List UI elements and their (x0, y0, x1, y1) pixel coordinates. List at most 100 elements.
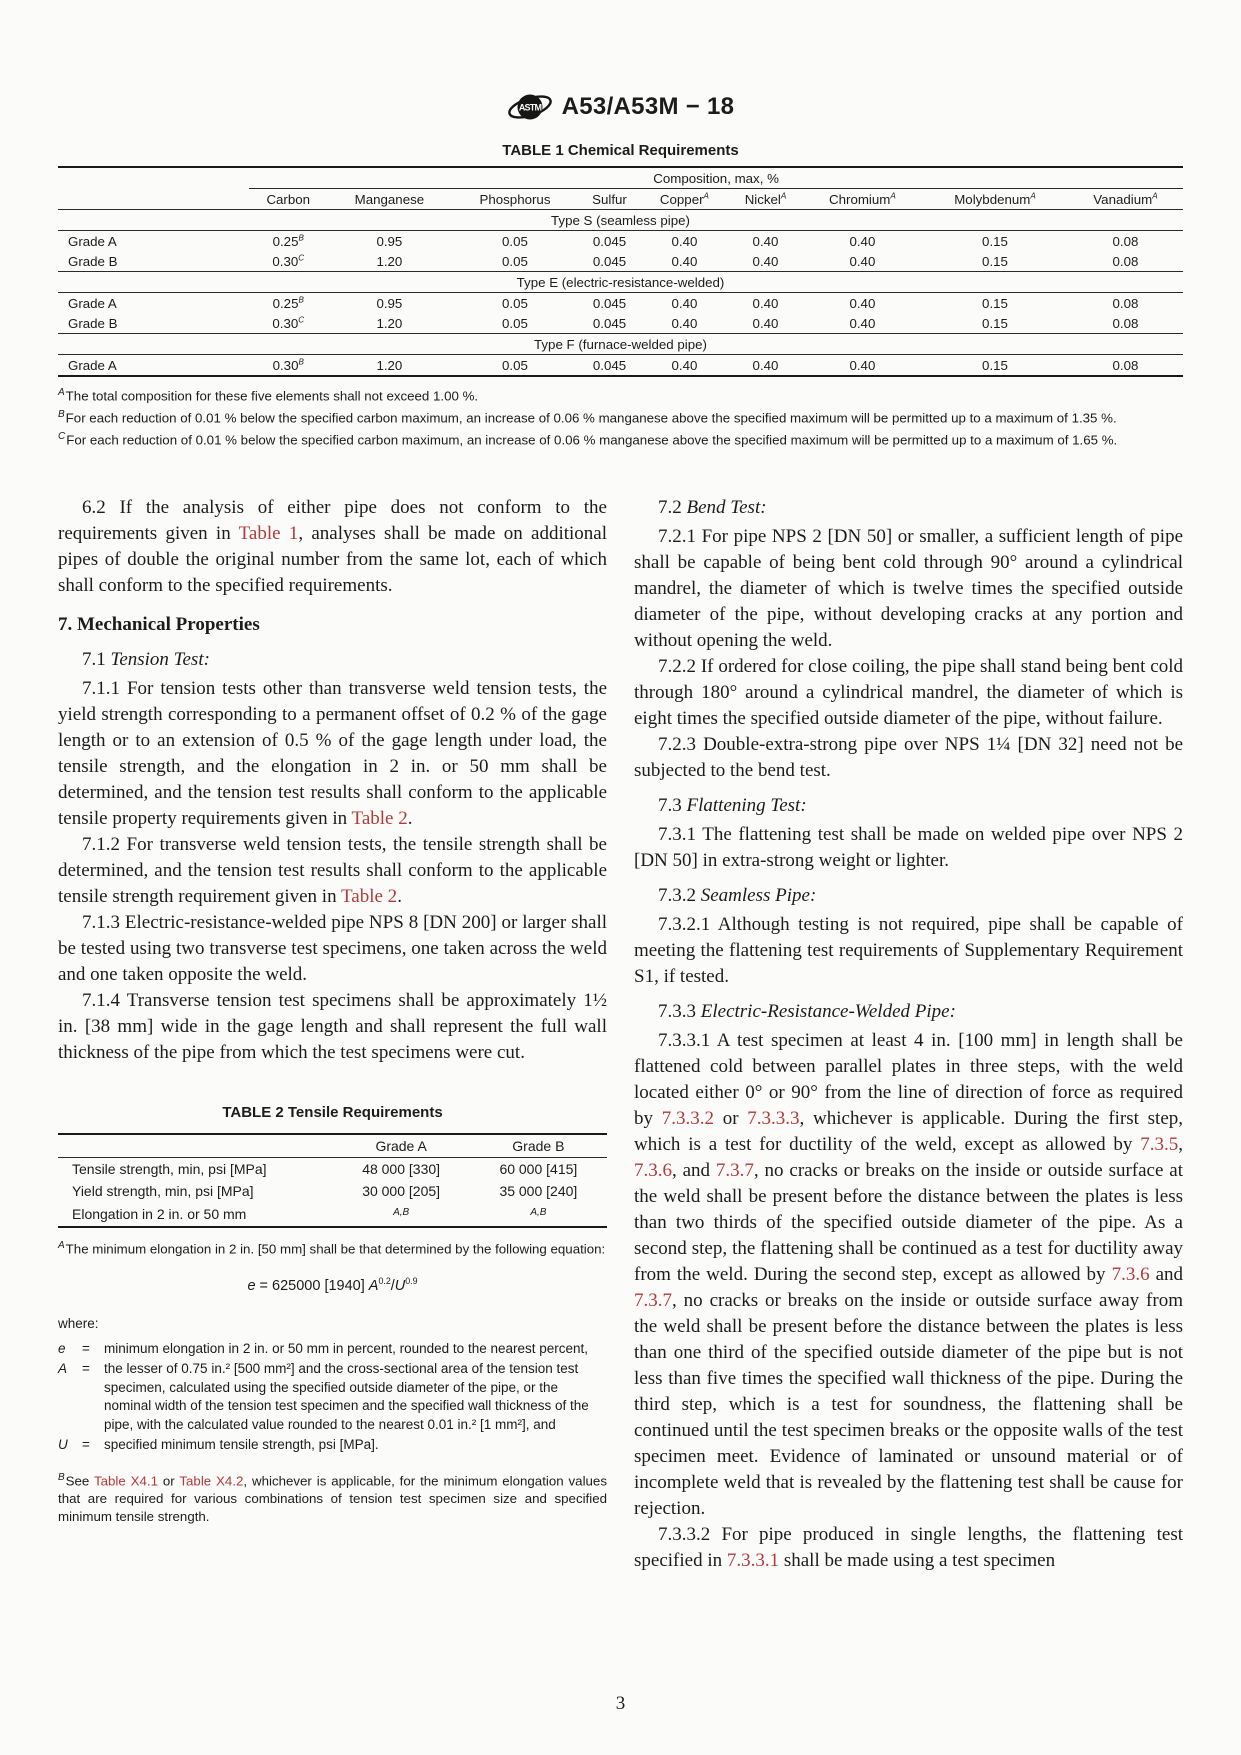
table1-column-header: Carbon (249, 188, 328, 210)
table1-cell: 0.30C (272, 253, 305, 269)
table1-cell: 0.045 (592, 295, 627, 311)
left-column: 6.2 If the analysis of either pipe does … (58, 495, 607, 1574)
cross-reference-link[interactable]: 7.3.3.1 (726, 1549, 780, 1571)
section-heading: 7. Mechanical Properties (58, 613, 260, 635)
table1-cell: 0.25B (272, 233, 304, 249)
table2-cell: 30 000 [205] (362, 1182, 441, 1199)
table2-footnote-a: AThe minimum elongation in 2 in. [50 mm]… (58, 1240, 606, 1257)
footnote-marker: B (58, 1471, 65, 1483)
table1-column-header: Sulfur (578, 188, 641, 210)
body-columns: 6.2 If the analysis of either pipe does … (58, 495, 1183, 1574)
table1-section-row: Type F (furnace-welded pipe) (58, 333, 1183, 355)
subsection-heading: 7.3.3 Electric-Resistance-Welded Pipe: (658, 1000, 956, 1022)
cross-reference-link[interactable]: 7.3.6 (1111, 1263, 1150, 1285)
table-footnote: CFor each reduction of 0.01 % below the … (58, 430, 1118, 448)
table1-cell: 0.08 (1112, 295, 1139, 311)
table1-cell: 0.045 (592, 233, 627, 249)
cross-reference-link[interactable]: Table X4.2 (179, 1473, 244, 1489)
page-number: 3 (615, 1693, 626, 1714)
cross-reference-link[interactable]: 7.3.3.2 (661, 1107, 714, 1129)
table-footnote: AThe total composition for these five el… (58, 387, 479, 404)
text-segment: / (390, 1277, 395, 1294)
text-segment: A (368, 1277, 379, 1294)
table2-column-header: Grade B (469, 1133, 607, 1158)
table1-cell: 0.40 (849, 295, 876, 311)
table1-cell: 1.20 (376, 253, 403, 269)
body-paragraph: 7.1.4 Transverse tension test specimens … (58, 989, 607, 1063)
definition-symbol: A (58, 1361, 68, 1377)
table1-cell: 1.20 (376, 357, 403, 373)
table2-cell: 35 000 [240] (499, 1182, 578, 1199)
footnote-marker: A (58, 387, 65, 398)
table1-cell: 0.05 (502, 357, 528, 373)
definition-equals: = (82, 1437, 90, 1453)
table2-title: TABLE 2 Tensile Requirements (222, 1103, 443, 1121)
table2-row-label: Tensile strength, min, psi [MPa] (72, 1160, 267, 1177)
table1-cell: 0.40 (671, 253, 698, 269)
left-column-text: 6.2 If the analysis of either pipe does … (58, 495, 607, 1066)
definition-symbol: U (58, 1437, 68, 1453)
grade-label: Grade A (68, 295, 117, 311)
table2-head: Grade A Grade B (58, 1133, 607, 1158)
table1-column-header-row: Carbon Manganese Phosphorus Sulfur CopperA Ni… (58, 188, 1183, 210)
table1-cell: 0.045 (592, 357, 627, 373)
cross-reference-link[interactable]: Table 1 (238, 522, 299, 544)
table1-cell: 0.30B (272, 357, 304, 373)
table1-cell: 0.08 (1112, 233, 1139, 249)
cross-reference-link[interactable]: 7.3.7 (634, 1289, 672, 1311)
cross-reference-link[interactable]: Table 2 (351, 807, 408, 829)
where-label: where: (58, 1315, 99, 1331)
table1-head: Composition, max, % Carbon Manganese Phosp… (58, 167, 1183, 210)
table1-cell: 0.40 (671, 295, 698, 311)
subsection-heading: 7.3.2 Seamless Pipe: (658, 884, 817, 906)
table1-cell: 0.15 (982, 295, 1008, 311)
table1-cell: 0.40 (752, 295, 779, 311)
table1-cell: 0.40 (752, 315, 779, 331)
table1-cell: 0.08 (1112, 253, 1139, 269)
table1-cell: 0.40 (849, 253, 876, 269)
cross-reference-link[interactable]: 7.3.3.3 (747, 1107, 800, 1129)
table2-cell: 48 000 [330] (362, 1160, 441, 1177)
table1-cell: 0.045 (592, 253, 627, 269)
table1-cell: 0.05 (502, 295, 528, 311)
table1-column-header: Phosphorus (451, 188, 579, 210)
text-segment: 0.9 (405, 1276, 418, 1287)
table1-row: Grade B 0.30C 1.20 0.05 0.045 0.40 0.40 0.40 0.1… (58, 313, 1183, 334)
text-segment: Seamless Pipe: (700, 884, 817, 906)
cross-reference-link[interactable]: 7.3.5 (1140, 1133, 1179, 1155)
text-segment: Tension Test: (110, 648, 210, 670)
table1-section-label: Type F (furnace-welded pipe) (58, 333, 1183, 355)
subsection-heading: 7.1 Tension Test: (82, 648, 210, 670)
grade-label: Grade A (68, 233, 117, 249)
table1-cell: 0.40 (752, 233, 779, 249)
body-paragraph: 7.1.1 For tension tests other than trans… (58, 677, 607, 829)
cross-reference-link[interactable]: 7.3.6 (634, 1159, 672, 1181)
table1-column-header: Manganese (327, 188, 452, 210)
body-paragraph: 7.3.1 The flattening test shall be made … (634, 823, 1183, 871)
table1-span-header: Composition, max, % (249, 167, 1183, 189)
grade-label: Grade B (68, 253, 118, 269)
definition-symbol: e (58, 1340, 66, 1356)
body-paragraph: 7.1.2 For transverse weld tension tests,… (58, 833, 607, 907)
page-header: ASTM A53/A53M − 18 (58, 88, 1183, 126)
definition-equals: = (82, 1361, 90, 1377)
text-segment: Electric-Resistance-Welded Pipe: (700, 1000, 956, 1022)
table1-column-header: VanadiumA (1067, 188, 1183, 210)
table2-row-label: Elongation in 2 in. or 50 mm (72, 1206, 247, 1223)
cross-reference-link[interactable]: Table X4.1 (93, 1473, 159, 1489)
body-paragraph: 7.1.3 Electric-resistance-welded pipe NP… (58, 911, 607, 985)
body-paragraph: 7.3.3.2 For pipe produced in single leng… (634, 1523, 1183, 1571)
table1-corner-cell (58, 167, 249, 189)
body-paragraph: 7.2.3 Double-extra-strong pipe over NPS … (634, 733, 1183, 781)
cross-reference-link[interactable]: Table 2 (341, 885, 398, 907)
equation-definitions: e = minimum elongation in 2 in. or 50 mm i… (58, 1340, 607, 1455)
table1-cell: 0.25B (272, 295, 304, 311)
table1-chemical-requirements: Composition, max, % Carbon Manganese Phosp… (58, 166, 1183, 377)
cross-reference-link[interactable]: 7.3.7 (715, 1159, 754, 1181)
body-paragraph: 7.2.2 If ordered for close coiling, the … (634, 655, 1183, 729)
table1-column-header: CopperA (640, 188, 729, 210)
text-segment: U (394, 1277, 406, 1294)
table2-cell: 60 000 [415] (499, 1160, 578, 1177)
table1-cell: 0.40 (671, 315, 698, 331)
